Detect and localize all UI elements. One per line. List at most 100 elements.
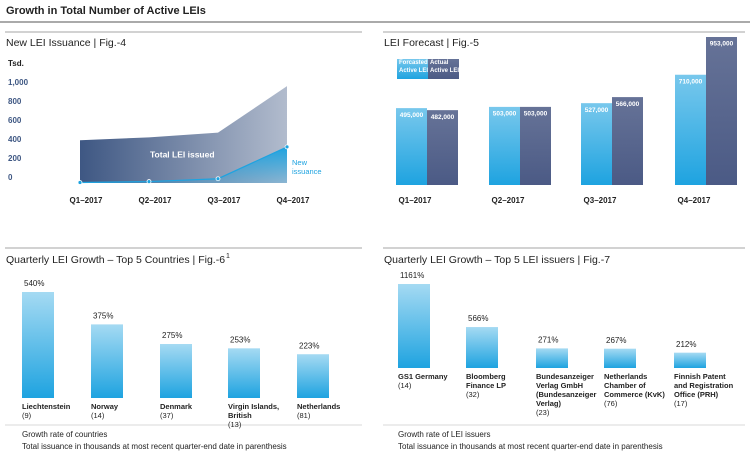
legend-label: Actual Active LEI [430,59,460,75]
bar [489,106,520,185]
x-tick-label: Denmark(37) [160,402,226,420]
category-count: (37) [160,411,174,420]
bar [706,37,737,185]
value-label: 375% [93,311,113,320]
bar [520,106,551,185]
x-tick-label: Virgin Islands, British(13) [228,402,294,429]
value-label: 495,000 [400,112,424,119]
value-label: 527,000 [585,107,609,114]
x-tick-label: GS1 Germany(14) [398,372,464,390]
x-tick-label: GS1 Germany(14) [398,372,464,390]
category-count: (81) [297,411,311,420]
value-label: 253% [230,335,250,344]
bar [536,348,568,368]
bar [612,97,643,185]
bar [674,352,706,368]
category: Liechtenstein [22,402,71,411]
note: Total issuance in thousands at most rece… [398,442,663,451]
category: Netherlands Chamber of Commerce (KvK) [604,372,665,399]
x-tick-label: Liechtenstein(9) [22,402,88,420]
category-count: (23) [536,408,550,417]
category-count: (9) [22,411,32,420]
chart-title: New LEI Issuance | Fig.-4 [6,37,126,49]
legend-label: Actual Active LEI [430,59,460,75]
x-tick-label: Bloomberg Finance LP(32) [466,372,532,399]
value-label: 540% [24,279,44,288]
x-tick-label: Bloomberg Finance LP(32) [466,372,532,399]
x-tick-label: Liechtenstein(9) [22,402,88,420]
page-title: Growth in Total Number of Active LEIs [6,5,206,17]
x-tick-label: Netherlands(81) [297,402,363,420]
note: Total issuance in thousands at most rece… [22,442,287,451]
category: Finnish Patent and Registration Office (… [674,372,734,399]
value-label: 482,000 [431,114,455,121]
x-tick-label: Finnish Patent and Registration Office (… [674,372,740,408]
series-label: New issuance [292,158,337,176]
value-label: 275% [162,331,182,340]
category-count: (14) [398,381,412,390]
x-tick-label: Q4–2017 [678,196,711,205]
bar [297,354,329,398]
value-label: 212% [676,340,696,349]
axis-label: Tsd. [8,59,24,68]
y-tick-label: 1,000 [8,78,29,87]
value-label: 267% [606,336,626,345]
chart-title: Quarterly LEI Growth – Top 5 LEI issuers… [384,254,610,266]
value-label: 953,000 [710,41,734,48]
legend-label: Forcasted Active LEI [399,59,429,75]
value-label: 271% [538,336,558,345]
x-tick-label: Q2–2017 [492,196,525,205]
value-label: 566% [468,314,488,323]
x-tick-label: Bundesanzeiger Verlag GmbH (Bundesanzeig… [536,372,602,417]
category-count: (76) [604,399,618,408]
x-tick-label: Q4–2017 [277,196,310,205]
x-tick-label: Denmark(37) [160,402,226,420]
category: Norway [91,402,119,411]
point [146,179,152,184]
series-label: New issuance [292,158,337,176]
chart-title: Quarterly LEI Growth – Top 5 Countries |… [6,254,225,266]
x-tick-label: Norway(14) [91,402,157,420]
bar [604,348,636,368]
category: Virgin Islands, British [228,402,280,420]
bar [228,348,260,398]
value-label: 503,000 [524,111,548,118]
x-tick-label: Bundesanzeiger Verlag GmbH (Bundesanzeig… [536,372,602,417]
bar [466,327,498,368]
legend-swatch [397,59,428,79]
category-count: (17) [674,399,688,408]
category: Netherlands [297,402,341,411]
value-label: 566,000 [616,101,640,108]
category: Bloomberg Finance LP [466,372,507,390]
area [80,146,287,183]
x-tick-label: Q3–2017 [208,196,241,205]
point [215,176,221,182]
y-tick-label: 200 [8,154,22,163]
x-tick-label: Netherlands(81) [297,402,363,420]
area [80,86,287,183]
x-tick-label: Q3–2017 [584,196,617,205]
y-tick-label: 600 [8,116,22,125]
legend-label: Forcasted Active LEI [399,59,429,75]
y-tick-label: 400 [8,135,22,144]
chart-title: LEI Forecast | Fig.-5 [384,37,479,49]
category: Denmark [160,402,193,411]
category-count: (14) [91,411,105,420]
line [79,146,288,184]
value-label: 223% [299,341,319,350]
note: Growth rate of LEI issuers [398,430,490,439]
x-tick-label: Finnish Patent and Registration Office (… [674,372,740,408]
y-tick-label: 0 [8,173,13,182]
point [77,180,83,185]
x-tick-label: Virgin Islands, British(13) [228,402,294,429]
category: Bundesanzeiger Verlag GmbH (Bundesanzeig… [536,372,597,408]
bar [427,110,458,185]
bar [398,284,430,368]
category-count: (32) [466,390,480,399]
bar [91,324,123,398]
bar [396,108,427,185]
series-label: Total LEI issued [150,149,215,159]
x-tick-label: Q1–2017 [70,196,103,205]
value-label: 1161% [400,271,424,280]
